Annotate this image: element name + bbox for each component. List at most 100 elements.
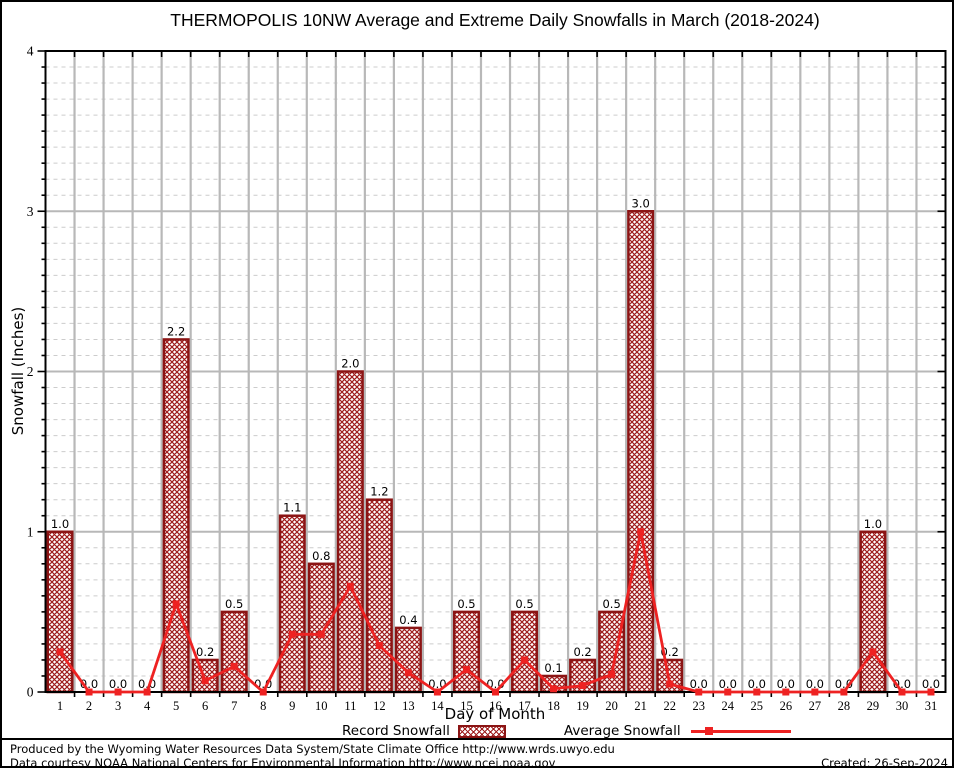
major-gridlines [45,210,946,533]
average-marker [288,630,296,638]
x-tick-label: 21 [634,699,647,713]
bar-value-label: 0.0 [777,677,795,691]
record-bar [859,530,887,694]
bar-value-label: 0.0 [748,677,766,691]
bar-value-label: 0.8 [312,549,330,563]
average-marker [172,600,180,608]
x-tick-label: 9 [289,699,295,713]
average-marker [782,688,790,696]
average-marker [201,677,209,685]
record-snowfall-swatch-icon [457,724,506,738]
average-marker [840,688,848,696]
bars-group [46,210,887,694]
x-tick-label: 20 [605,699,618,713]
average-line-group [56,528,935,696]
x-tick-labels: 1 2 3 4 5 6 7 8 9 10 11 12 13 14 15 16 17 18 19 20 21 22 23 24 2… [57,699,937,713]
x-tick-label: 17 [518,699,531,713]
bar-value-label: 1.1 [283,501,301,515]
minor-gridlines [45,66,946,677]
average-marker [375,642,383,650]
y-tick-labels: 0 1 2 3 4 [27,44,34,700]
bar-value-label: 0.5 [515,597,533,611]
x-tick-label: 18 [547,699,560,713]
x-tick-label: 8 [260,699,266,713]
average-marker [550,685,558,693]
average-marker [143,688,151,696]
average-marker [56,648,64,656]
x-tick-label: 31 [925,699,938,713]
record-bar [162,338,190,694]
legend-average-label: Average Snowfall [563,723,681,739]
x-tick-label: 26 [780,699,793,713]
average-marker [230,662,238,670]
vertical-gridlines [73,51,918,692]
y-tick-label: 3 [27,204,34,219]
legend-record-label: Record Snowfall [342,723,450,739]
x-tick-label: 1 [57,699,63,713]
average-marker [85,688,93,696]
x-tick-label: 12 [373,699,386,713]
y-tick-label: 1 [27,524,34,539]
chart-plot-svg: 1.0 0.0 0.0 0.0 2.2 0.2 0.5 0.0 1.1 0.8 2.0 1.2 0.4 0… [27,44,947,713]
x-axis-label: Day of Month [444,705,546,723]
average-marker [259,688,267,696]
x-tick-label: 10 [315,699,328,713]
average-marker [346,582,354,590]
footer-data-courtesy: Data courtesy NOAA National Centers for … [10,756,556,768]
average-marker [404,669,412,677]
average-marker [608,670,616,678]
average-marker [492,688,499,696]
bar-value-label: 0.5 [457,597,475,611]
record-bar [278,514,306,694]
record-bar [46,530,74,694]
x-tick-label: 5 [173,699,179,713]
bar-value-label: 0.5 [602,597,620,611]
record-bar [452,610,480,694]
average-marker [114,688,122,696]
average-marker [869,648,877,656]
bar-value-label: 0.0 [922,677,940,691]
average-marker [666,680,674,688]
x-tick-label: 29 [867,699,880,713]
x-tick-label: 28 [838,699,851,713]
record-bar [220,610,248,694]
axis-ticks [37,50,946,697]
y-tick-label: 4 [27,44,34,59]
bar-value-label: 3.0 [632,196,650,210]
average-marker [927,688,935,696]
record-bar [365,498,393,694]
x-tick-label: 24 [722,699,735,713]
x-tick-label: 15 [460,699,473,713]
y-axis-label: Snowfall (Inches) [9,306,27,436]
record-bar [598,610,626,694]
bar-value-label: 0.5 [225,597,243,611]
record-bar [511,610,539,694]
x-tick-label: 2 [86,699,92,713]
record-bar [627,210,655,694]
x-tick-label: 25 [751,699,764,713]
x-tick-label: 4 [144,699,151,713]
bar-value-label: 0.0 [806,677,824,691]
bar-value-label: 0.4 [399,613,417,627]
average-marker [317,630,325,638]
x-tick-label: 23 [692,699,705,713]
x-tick-label: 7 [231,699,237,713]
bar-value-label: 0.1 [544,661,562,675]
x-tick-label: 11 [344,699,356,713]
average-marker [695,688,703,696]
chart-legend: Record Snowfall Average Snowfall [342,723,791,739]
average-marker [521,656,529,664]
bar-value-label: 0.0 [109,677,127,691]
bar-value-label: 0.0 [719,677,737,691]
record-bar [336,370,364,694]
x-tick-label: 19 [576,699,589,713]
average-marker [433,688,441,696]
y-tick-label: 0 [27,685,34,700]
x-tick-label: 16 [489,699,502,713]
average-marker [811,688,819,696]
record-bar [394,626,422,694]
footer: Produced by the Wyoming Water Resources … [2,738,952,768]
x-tick-label: 13 [402,699,415,713]
bar-value-label: 0.2 [573,645,591,659]
